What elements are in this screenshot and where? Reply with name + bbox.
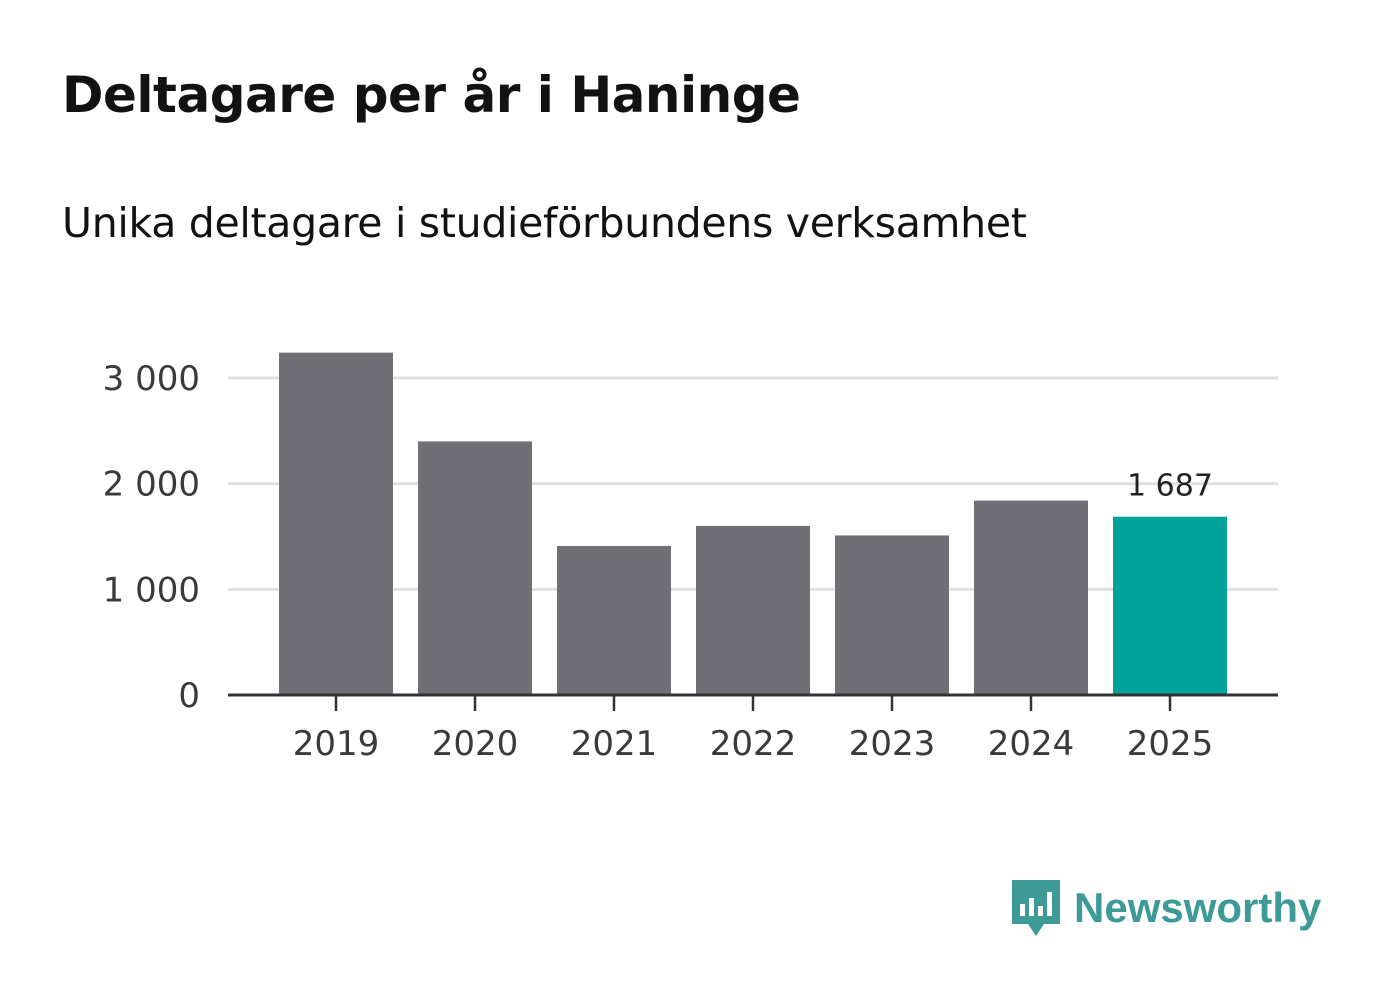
bar-2023 [835,535,949,695]
x-tick-label: 2022 [710,724,797,764]
newsworthy-logo-icon [1012,880,1060,936]
bar-2021 [557,546,671,695]
newsworthy-logo: Newsworthy [1010,878,1321,938]
bars [279,352,1227,695]
highlight-data-label: 1 687 [1127,469,1213,504]
bar-2019 [279,352,393,695]
bar-2022 [696,525,810,695]
axes [228,693,1278,711]
bar-2020 [418,441,532,695]
x-tick-label: 2024 [988,724,1075,764]
y-tick-label: 2 000 [103,465,200,505]
y-tick-label: 3 000 [103,359,200,399]
bar-2024 [974,500,1088,695]
x-tick-label: 2023 [849,724,936,764]
chart-subtitle: Unika deltagare i studieförbundens verks… [62,199,1027,247]
x-tick-label: 2025 [1127,724,1214,764]
x-tick-label: 2019 [293,724,380,764]
labels: 0 1 000 2 000 3 000 2019 2020 2021 2022 2023 2024… [103,359,1214,764]
x-tick-label: 2021 [571,724,658,764]
y-tick-label: 1 000 [103,570,200,610]
x-tick-label: 2020 [432,724,519,764]
bar-2025 [1113,516,1227,695]
y-tick-label: 0 [178,676,200,716]
brand-name: Newsworthy [1074,884,1322,931]
chart-title: Deltagare per år i Haninge [62,66,801,124]
